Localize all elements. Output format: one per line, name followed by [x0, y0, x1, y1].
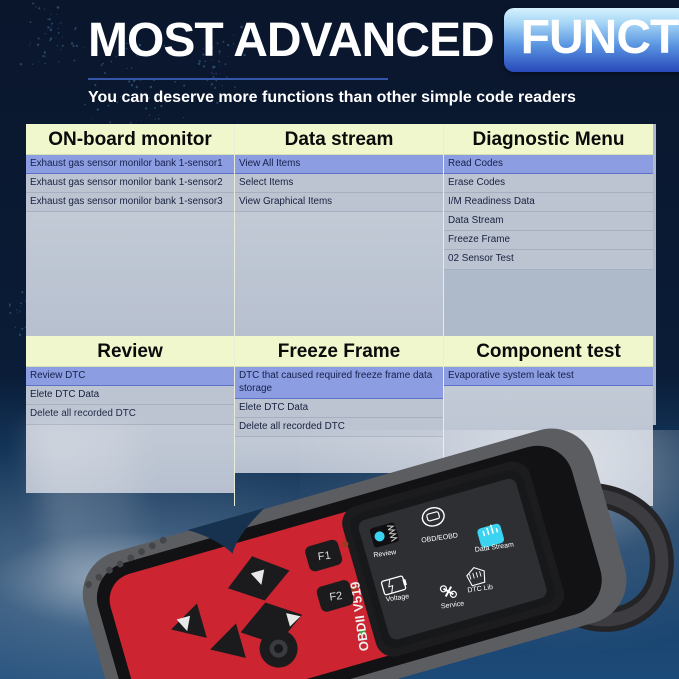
- svg-text:F1: F1: [317, 550, 331, 564]
- svg-text:F2: F2: [329, 590, 343, 604]
